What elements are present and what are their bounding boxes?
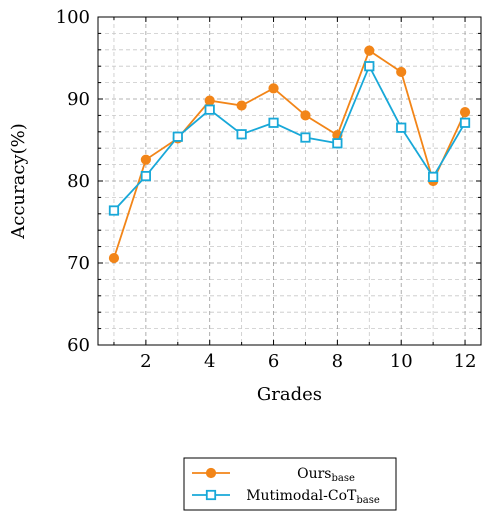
data-point: [172, 131, 183, 142]
series-1: [108, 45, 471, 264]
data-point: [364, 45, 375, 56]
y-tick-label: 80: [67, 171, 90, 192]
data-point: [364, 61, 375, 72]
x-axis-label: Grades: [257, 384, 322, 405]
y-tick-label: 70: [67, 253, 90, 274]
data-point: [236, 100, 247, 111]
legend-item-1: Oursbase: [192, 466, 355, 484]
x-tick-label: 10: [390, 351, 413, 372]
data-point: [140, 154, 151, 165]
data-point: [268, 83, 279, 94]
legend-marker: [205, 467, 217, 479]
data-point: [300, 132, 311, 143]
legend-label: Oursbase: [297, 466, 355, 484]
data-point: [108, 205, 120, 216]
series-2: [108, 61, 471, 216]
x-tick-label: 12: [454, 351, 477, 372]
data-point: [300, 110, 311, 121]
legend-box: [183, 457, 397, 511]
data-point: [332, 138, 343, 149]
data-point: [236, 129, 247, 140]
legend-marker: [205, 489, 217, 501]
x-tick-label: 6: [268, 351, 279, 372]
y-axis-label: Accuracy(%): [8, 123, 29, 240]
axis-ticks: [98, 16, 481, 346]
x-tick-label: 2: [140, 351, 151, 372]
series-layer: [108, 45, 471, 264]
series-line: [113, 49, 466, 259]
legend: Oursbase Mutimodal-CoTbase: [183, 457, 397, 511]
data-point: [140, 170, 151, 182]
data-point: [108, 252, 120, 264]
data-point: [204, 104, 215, 115]
legend-item-2: Mutimodal-CoTbase: [192, 488, 380, 506]
legend-label: Mutimodal-CoTbase: [246, 488, 380, 506]
data-point: [459, 107, 471, 118]
y-tick-label: 100: [56, 7, 90, 28]
tick-labels: 2 4 6 8 10 12 60 70 80 90 100: [56, 7, 477, 372]
data-point: [204, 95, 215, 106]
x-tick-label: 8: [332, 351, 343, 372]
x-tick-label: 4: [204, 351, 215, 372]
data-point: [428, 171, 439, 182]
data-point: [268, 117, 279, 128]
y-tick-label: 90: [67, 89, 90, 110]
data-point: [396, 66, 407, 78]
series-line: [113, 64, 466, 212]
y-tick-label: 60: [67, 335, 90, 356]
data-point: [459, 117, 471, 128]
data-point: [396, 122, 407, 133]
